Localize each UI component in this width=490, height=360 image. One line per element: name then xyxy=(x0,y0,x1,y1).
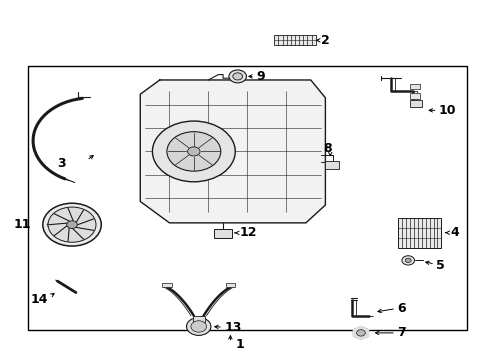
Text: 13: 13 xyxy=(224,321,242,334)
Bar xyxy=(410,93,420,99)
Text: 3: 3 xyxy=(57,157,66,170)
Bar xyxy=(274,35,316,45)
Bar xyxy=(214,229,232,238)
Polygon shape xyxy=(353,327,368,339)
Text: 6: 6 xyxy=(397,302,406,315)
Circle shape xyxy=(357,330,366,336)
Bar xyxy=(398,217,441,248)
Circle shape xyxy=(229,70,246,83)
Polygon shape xyxy=(140,80,325,223)
Bar xyxy=(325,161,339,168)
Bar xyxy=(193,316,204,322)
Circle shape xyxy=(167,132,221,171)
Circle shape xyxy=(43,203,101,246)
Text: 5: 5 xyxy=(437,258,445,271)
Bar xyxy=(162,283,172,287)
Circle shape xyxy=(152,121,235,182)
Text: 9: 9 xyxy=(256,70,265,83)
Text: 1: 1 xyxy=(235,338,244,351)
Circle shape xyxy=(233,73,243,80)
Circle shape xyxy=(187,318,211,336)
Text: 8: 8 xyxy=(323,142,332,155)
Text: 12: 12 xyxy=(239,226,257,239)
Circle shape xyxy=(402,256,415,265)
Text: 10: 10 xyxy=(439,104,456,117)
Circle shape xyxy=(188,147,200,156)
Circle shape xyxy=(67,221,77,229)
Bar xyxy=(410,100,422,107)
Text: 14: 14 xyxy=(30,293,48,306)
Bar xyxy=(28,66,466,330)
Circle shape xyxy=(191,321,206,332)
Bar xyxy=(225,283,235,287)
Bar xyxy=(410,84,420,89)
Text: 2: 2 xyxy=(320,34,329,47)
Text: 7: 7 xyxy=(397,327,406,339)
Text: 4: 4 xyxy=(450,226,459,239)
Circle shape xyxy=(405,258,411,262)
Circle shape xyxy=(48,207,96,242)
Text: 11: 11 xyxy=(13,218,30,231)
